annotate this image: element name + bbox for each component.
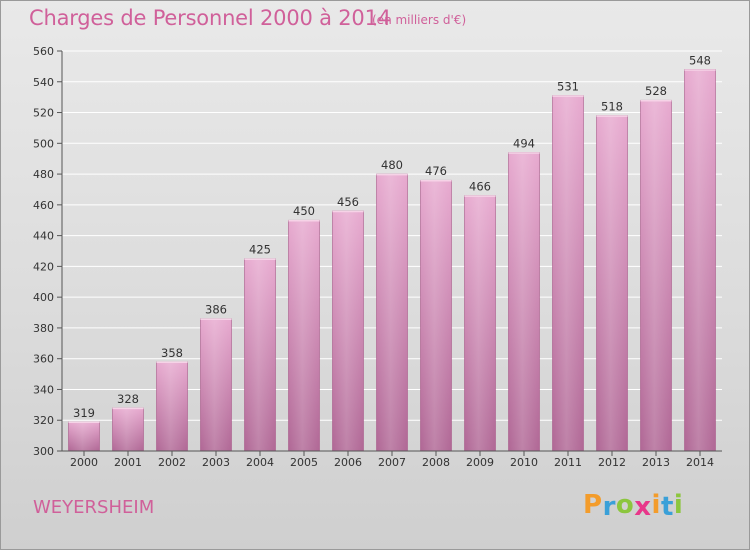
x-tick-label: 2014 (686, 456, 714, 469)
data-label: 531 (557, 80, 579, 94)
logo-letter: i (651, 490, 661, 520)
logo-letter: i (673, 490, 684, 520)
logo-letter: r (602, 492, 616, 522)
data-label: 480 (381, 158, 403, 172)
x-tick-label: 2013 (642, 456, 670, 469)
data-label: 319 (73, 406, 95, 420)
y-tick-label: 320 (33, 414, 54, 427)
y-tick-label: 400 (33, 291, 54, 304)
y-tick-label: 480 (33, 168, 54, 181)
data-label: 518 (601, 100, 623, 114)
x-tick-label: 2006 (334, 456, 362, 469)
bar-highlight (68, 421, 100, 451)
data-label: 456 (337, 195, 359, 209)
y-tick-label: 460 (33, 199, 54, 212)
logo-letter: P (583, 490, 603, 520)
x-tick-label: 2008 (422, 456, 450, 469)
x-tick-label: 2005 (290, 456, 318, 469)
x-tick-label: 2000 (70, 456, 98, 469)
bar-highlight (332, 211, 364, 451)
y-tick-label: 540 (33, 76, 54, 89)
bar-highlight (244, 258, 276, 451)
bar-highlight (112, 407, 144, 451)
data-label: 328 (117, 392, 139, 406)
bars-layer (68, 69, 716, 452)
y-tick-label: 440 (33, 230, 54, 243)
y-tick-label: 420 (33, 260, 54, 273)
data-label: 494 (513, 137, 535, 151)
bar-highlight (552, 95, 584, 451)
data-label: 476 (425, 164, 447, 178)
x-tick-label: 2012 (598, 456, 626, 469)
bar-highlight (684, 69, 716, 451)
bar-highlight (596, 115, 628, 451)
data-label: 466 (469, 180, 491, 194)
y-tick-label: 300 (33, 445, 54, 458)
bar-highlight (420, 180, 452, 451)
y-tick-label: 560 (33, 45, 54, 58)
y-tick-label: 500 (33, 137, 54, 150)
y-tick-label: 380 (33, 322, 54, 335)
x-tick-label: 2004 (246, 456, 274, 469)
commune-name: WEYERSHEIM (33, 497, 155, 518)
logo-letter: o (615, 490, 635, 520)
bar-highlight (376, 174, 408, 452)
bar-highlight (156, 361, 188, 451)
bar-highlight (640, 100, 672, 451)
data-label: 548 (689, 53, 711, 67)
x-tick-label: 2003 (202, 456, 230, 469)
chart-subtitle: (en milliers d'€) (372, 13, 467, 27)
logo-letter: x (634, 492, 652, 522)
bar-highlight (288, 220, 320, 451)
data-label: 450 (293, 204, 315, 218)
y-tick-label: 360 (33, 353, 54, 366)
y-tick-label: 340 (33, 383, 54, 396)
y-tick-label: 520 (33, 107, 54, 120)
data-label: 386 (205, 303, 227, 317)
proxiti-logo: Proxiti (583, 490, 684, 522)
axis-layer: 300 320 340 360 380 400 420 440 460 480 500 520 540 5… (33, 45, 722, 469)
data-label: 425 (249, 243, 271, 257)
bar-highlight (464, 195, 496, 451)
bar-highlight (200, 318, 232, 451)
data-label: 358 (161, 346, 183, 360)
x-tick-label: 2001 (114, 456, 142, 469)
bar-highlight (508, 152, 540, 452)
x-tick-label: 2002 (158, 456, 186, 469)
chart-title: Charges de Personnel 2000 à 2014 (29, 6, 391, 30)
x-tick-label: 2011 (554, 456, 582, 469)
logo-letter: t (660, 492, 674, 522)
x-tick-label: 2009 (466, 456, 494, 469)
data-label: 528 (645, 84, 667, 98)
x-tick-label: 2007 (378, 456, 406, 469)
x-tick-label: 2010 (510, 456, 538, 469)
